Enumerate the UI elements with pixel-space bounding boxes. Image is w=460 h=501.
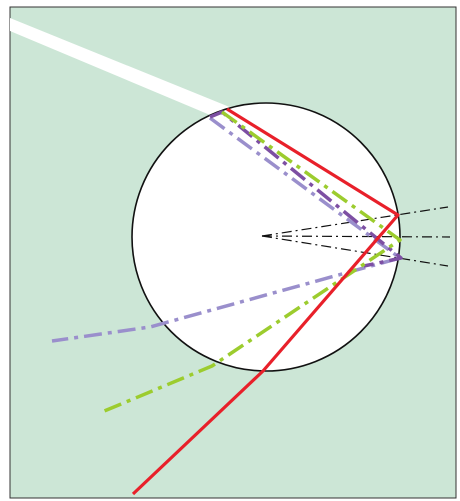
reference-line-lower bbox=[261, 235, 449, 267]
green-ray bbox=[101, 110, 402, 414]
reference-line-middle bbox=[261, 235, 451, 238]
red-ray bbox=[131, 107, 400, 496]
incident-light-beam bbox=[10, 18, 232, 120]
lavender-ray bbox=[51, 116, 402, 343]
violet-ray bbox=[209, 110, 403, 268]
